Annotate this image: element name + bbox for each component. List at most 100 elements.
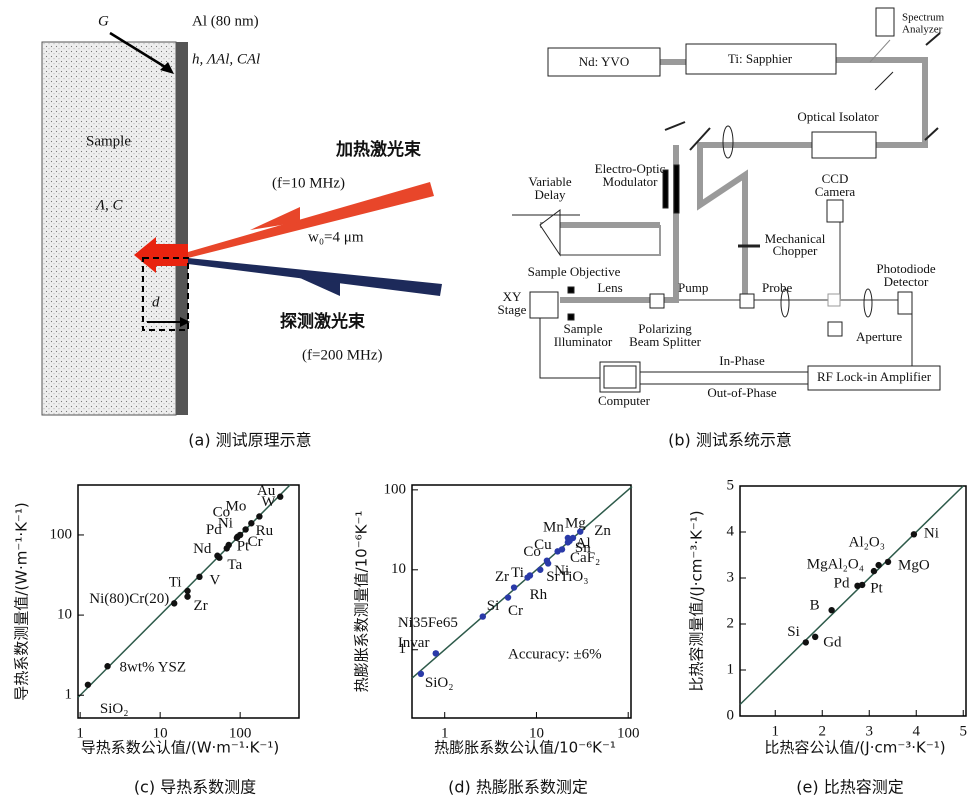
point-label: Ti bbox=[511, 565, 524, 581]
shape-rect bbox=[740, 294, 754, 308]
figure: G Al (80 nm) h, ΛAl, CAl Sample Λ, C 加热激… bbox=[0, 0, 967, 805]
reference-line bbox=[740, 486, 963, 705]
point-label: Rh bbox=[530, 587, 548, 603]
x-tick-label: 1 bbox=[771, 723, 779, 739]
point bbox=[433, 650, 439, 656]
shape-polygon bbox=[188, 182, 434, 258]
point bbox=[256, 513, 262, 519]
label: Beam Splitter bbox=[629, 334, 702, 349]
shape-rect bbox=[827, 200, 843, 222]
point bbox=[184, 588, 190, 594]
point bbox=[480, 613, 486, 619]
point bbox=[505, 594, 511, 600]
point bbox=[184, 593, 190, 599]
point-label: Ni bbox=[924, 526, 939, 542]
label: Ti: Sapphier bbox=[728, 51, 793, 66]
point-label: Zr bbox=[194, 598, 208, 614]
shape-rect bbox=[604, 366, 636, 388]
point-label: Invar bbox=[398, 635, 430, 651]
shape-polygon bbox=[188, 258, 442, 296]
label: d bbox=[152, 294, 160, 310]
caption: (b) 测试系统示意 bbox=[668, 431, 792, 450]
y-tick-label: 2 bbox=[727, 615, 735, 631]
label: Pump bbox=[678, 280, 708, 295]
shape-rect bbox=[828, 294, 840, 306]
label: Computer bbox=[598, 393, 651, 408]
point bbox=[277, 494, 283, 500]
y-axis-label: 导热系数测量值/(W·m⁻¹·K⁻¹) bbox=[13, 502, 31, 700]
point-label: Zn bbox=[594, 523, 611, 539]
plot-frame bbox=[740, 486, 966, 716]
point-label: Ni bbox=[554, 563, 569, 579]
label: Optical Isolator bbox=[797, 109, 879, 124]
point bbox=[214, 553, 220, 559]
point-label: Pt bbox=[870, 580, 883, 596]
point-label: Mn bbox=[543, 519, 564, 535]
point-label: 8wt% YSZ bbox=[120, 660, 187, 676]
label: Λ, C bbox=[94, 197, 124, 213]
y-axis-label: 热膨胀系数测量值/10⁻⁶K⁻¹ bbox=[353, 511, 371, 693]
point bbox=[511, 584, 517, 590]
y-axis-label: 比热容测量值/(J·cm⁻³·K⁻¹) bbox=[688, 510, 706, 691]
label: RF Lock-in Amplifier bbox=[817, 369, 932, 384]
point bbox=[237, 532, 243, 538]
point bbox=[875, 562, 881, 568]
y-tick-label: 100 bbox=[50, 526, 73, 542]
label: w₀=4 μm bbox=[308, 229, 364, 245]
point bbox=[828, 607, 834, 613]
y-tick-label: 100 bbox=[384, 481, 407, 497]
label: 探测激光束 bbox=[280, 311, 365, 332]
point-label: Ni35Fe65 bbox=[398, 615, 458, 631]
y-tick-label: 1 bbox=[65, 687, 73, 703]
shape-rect bbox=[812, 132, 876, 158]
point bbox=[242, 526, 248, 532]
label: Sample bbox=[86, 133, 131, 149]
y-tick-label: 5 bbox=[727, 477, 735, 493]
point bbox=[171, 600, 177, 606]
point-label: Ru bbox=[256, 523, 274, 539]
point-label: Si bbox=[787, 624, 800, 640]
y-tick-label: 4 bbox=[727, 523, 735, 539]
shape-rect bbox=[674, 165, 679, 213]
label: Delay bbox=[534, 187, 566, 202]
point bbox=[859, 582, 865, 588]
point bbox=[570, 535, 576, 541]
point bbox=[418, 671, 424, 677]
point-label: B bbox=[810, 598, 820, 614]
point bbox=[85, 682, 91, 688]
point-label: Ni(80)Cr(20) bbox=[89, 591, 169, 607]
caption: (d) 热膨胀系数测定 bbox=[448, 778, 588, 797]
caption: (c) 导热系数测度 bbox=[134, 778, 256, 797]
shape-rect bbox=[42, 42, 176, 415]
caption: (e) 比热容测定 bbox=[796, 778, 903, 797]
point bbox=[871, 568, 877, 574]
shape-rect bbox=[530, 292, 558, 318]
label: Illuminator bbox=[554, 334, 613, 349]
shape-polygon bbox=[540, 210, 560, 255]
point bbox=[537, 567, 543, 573]
label: Detector bbox=[884, 274, 929, 289]
label: (f=200 MHz) bbox=[302, 347, 383, 363]
point-label: Mo bbox=[225, 499, 246, 515]
point-label: Ta bbox=[227, 557, 242, 573]
x-axis-label: 导热系数公认值/(W·m⁻¹·K⁻¹) bbox=[81, 739, 279, 757]
point-label: Pd bbox=[834, 575, 850, 591]
point-label: V bbox=[209, 572, 220, 588]
shape-line bbox=[665, 122, 685, 130]
shape-rect bbox=[568, 287, 574, 293]
point bbox=[885, 559, 891, 565]
y-tick-label: 3 bbox=[727, 569, 735, 585]
point bbox=[545, 560, 551, 566]
label: h, ΛAl, CAl bbox=[192, 51, 260, 67]
point-label: MgO bbox=[898, 557, 930, 573]
x-tick-label: 5 bbox=[959, 723, 967, 739]
caption: (a) 测试原理示意 bbox=[188, 431, 311, 450]
shape-rect bbox=[876, 8, 894, 36]
label: Sample Objective bbox=[528, 264, 621, 279]
shape-line bbox=[875, 72, 893, 90]
x-tick-label: 100 bbox=[617, 725, 640, 741]
point bbox=[559, 546, 565, 552]
label: Stage bbox=[498, 302, 527, 317]
